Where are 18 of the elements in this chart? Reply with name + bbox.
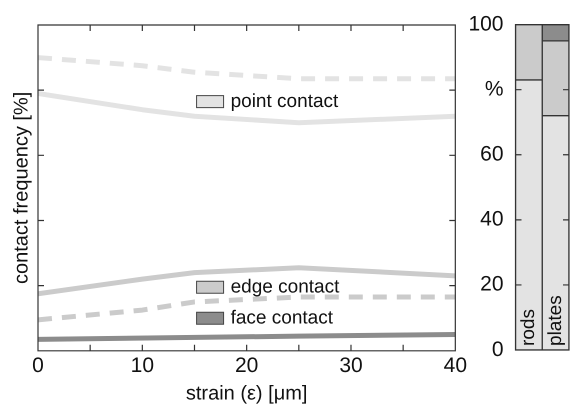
y-tick-label: 20 xyxy=(480,272,504,296)
x-axis-title: strain (ε) [μm] xyxy=(186,382,308,405)
x-tick-label: 0 xyxy=(32,354,44,378)
y-tick-label: % xyxy=(484,77,504,100)
x-tick-label: 30 xyxy=(339,354,363,378)
y-tick-label: 0 xyxy=(492,338,504,361)
x-tick-label: 10 xyxy=(130,354,154,378)
legend-label: point contact xyxy=(230,90,340,112)
y-tick-label: 40 xyxy=(480,208,504,231)
x-tick-label: 20 xyxy=(234,354,258,378)
category-label: rods xyxy=(518,309,540,346)
y-tick-label: 60 xyxy=(480,142,504,166)
y-tick-label: 100 xyxy=(468,12,504,36)
y-axis-title: contact frequency [%] xyxy=(10,92,33,284)
x-tick-label: 40 xyxy=(444,354,467,378)
legend-label: face contact xyxy=(230,307,334,328)
category-label: plates xyxy=(544,295,566,346)
legend-label: edge contact xyxy=(230,276,340,298)
